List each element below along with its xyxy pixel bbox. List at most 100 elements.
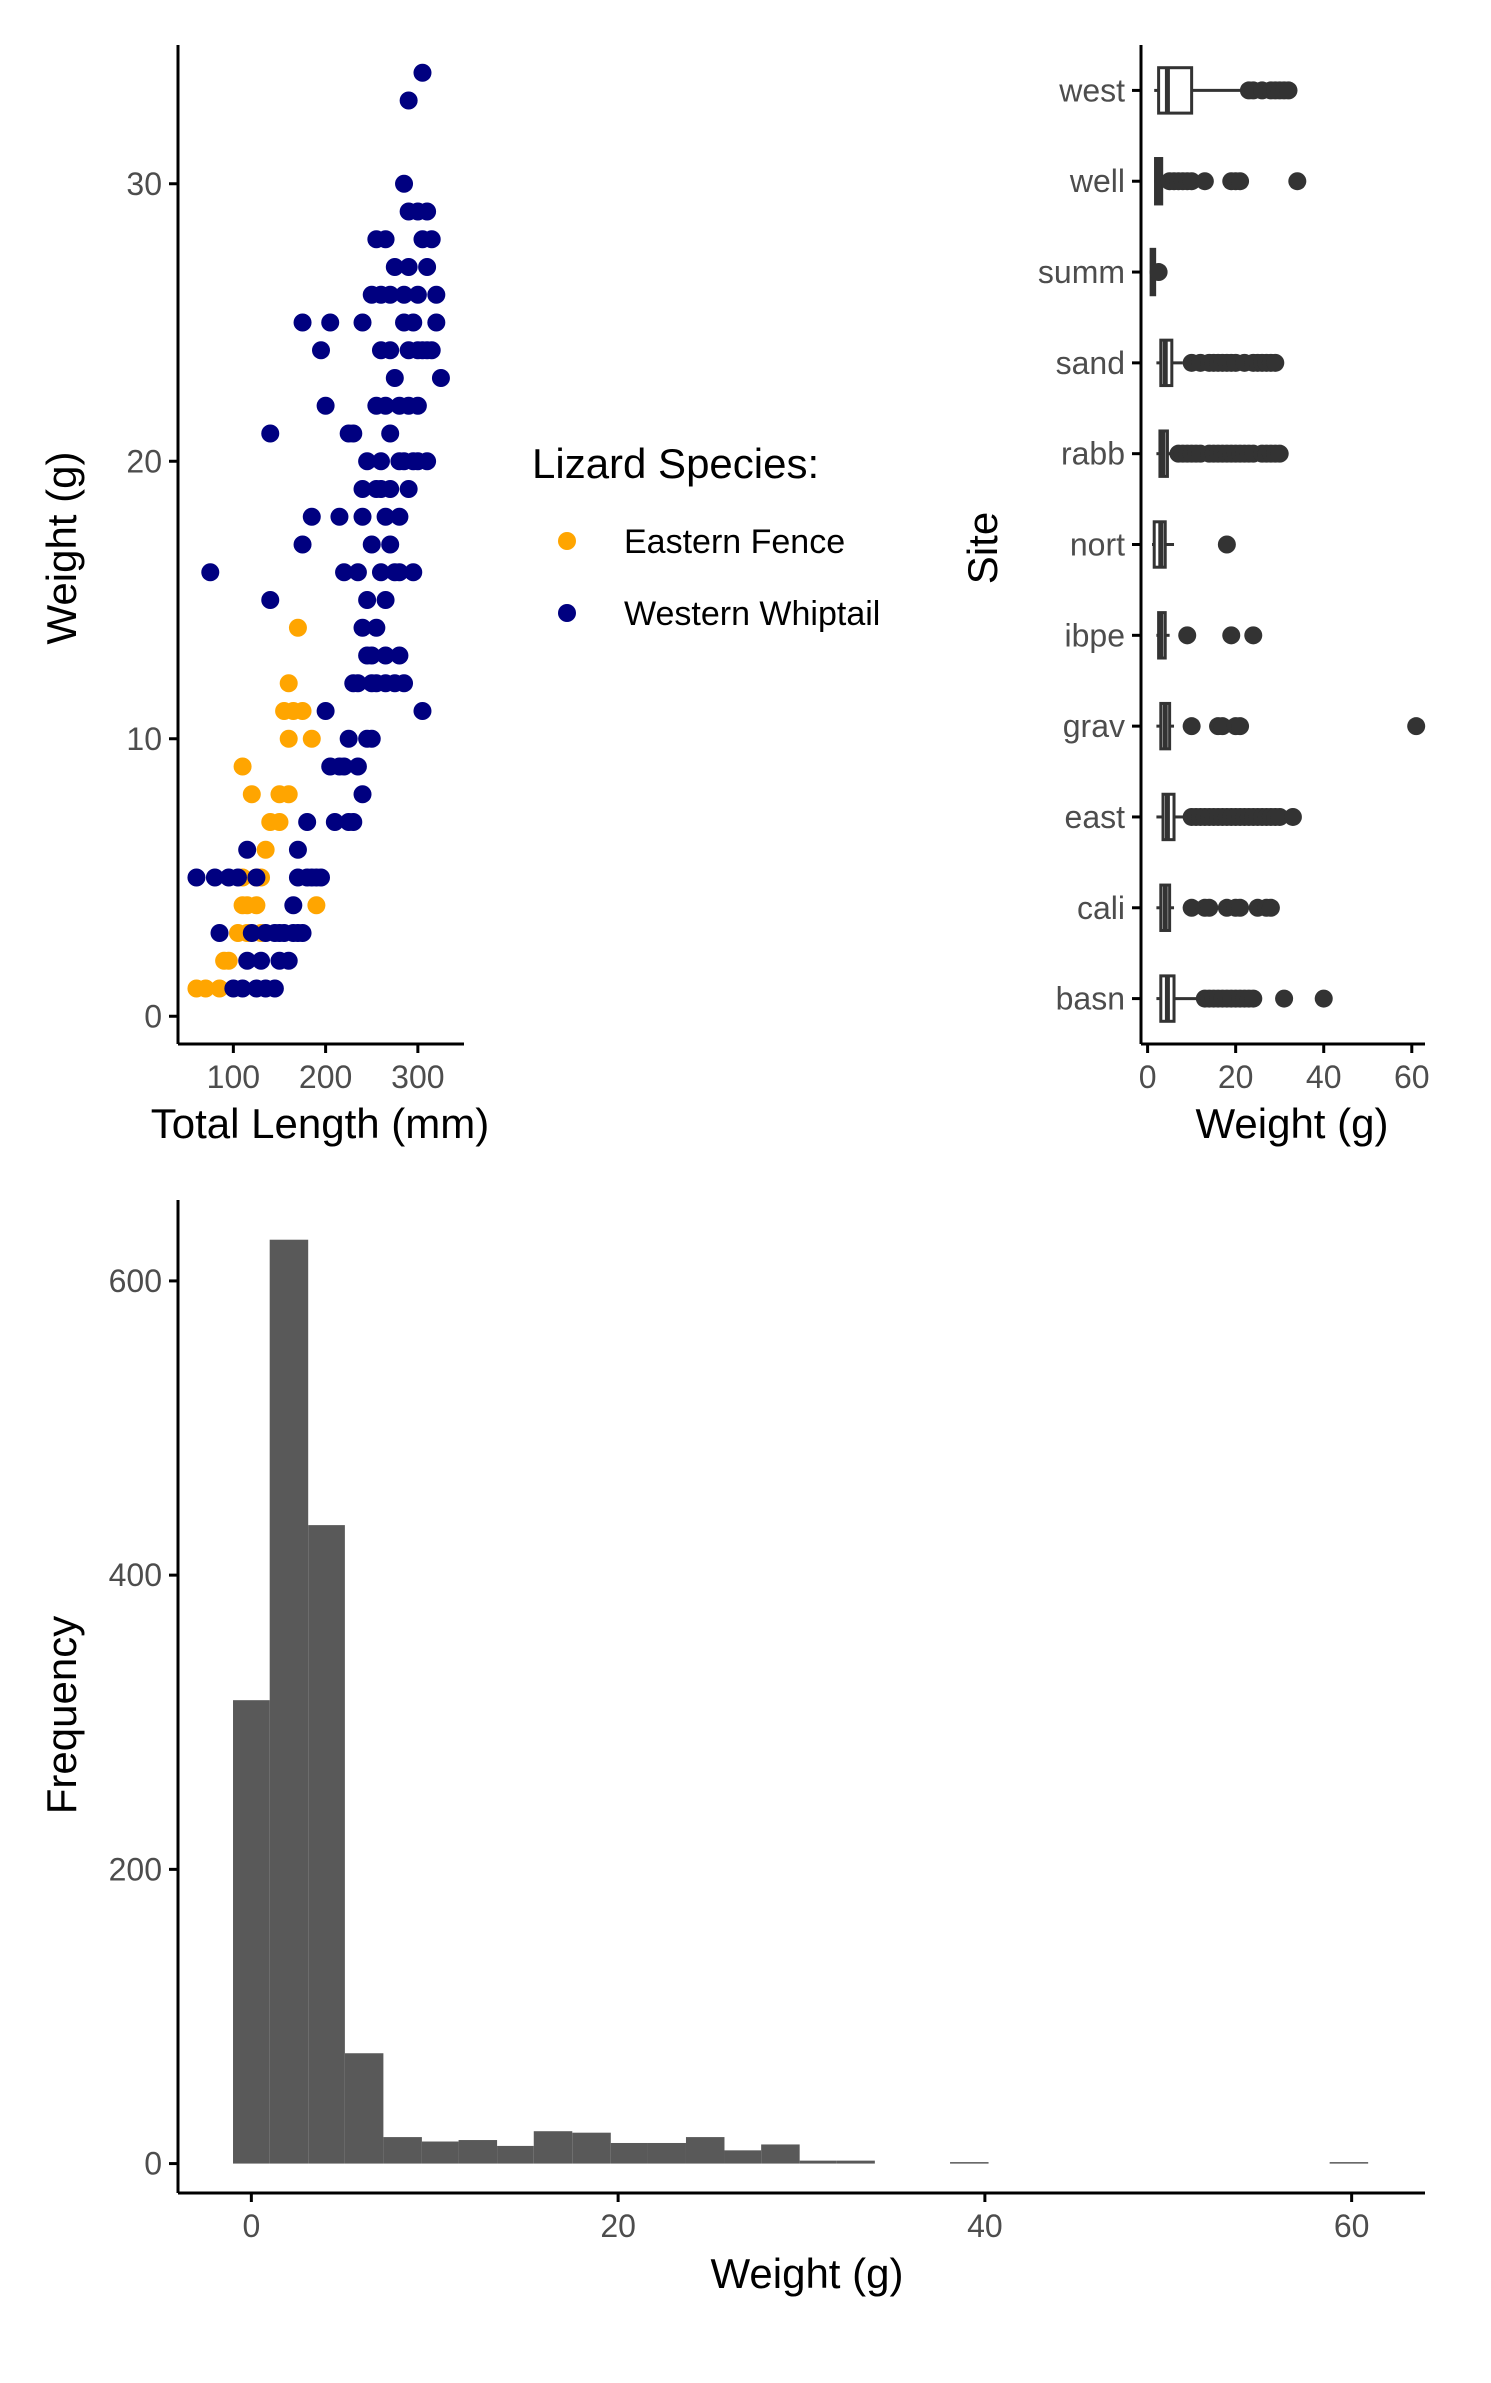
scatter-point-western-whiptail [408, 285, 427, 304]
scatter-point-western-whiptail [385, 258, 404, 276]
scatter-point-western-whiptail [335, 563, 354, 582]
scatter-point-western-whiptail [302, 507, 321, 526]
scatter-point-western-whiptail [381, 535, 400, 554]
box-outlier-east [1283, 807, 1302, 826]
histogram-bar [421, 2141, 459, 2164]
scatter-point-western-whiptail [348, 757, 367, 776]
histogram-x-axis-title: Weight (g) [711, 2250, 904, 2297]
scatter-point-western-whiptail [261, 591, 280, 609]
scatter-point-western-whiptail [408, 396, 427, 415]
scatter-y-tick-label: 10 [126, 721, 162, 757]
scatter-point-western-whiptail [362, 729, 381, 748]
box-outlier-ibpe [1178, 626, 1197, 645]
boxplot-y-tick-label: ibpe [1065, 617, 1126, 653]
boxplot-panel: west well summ sand rabb nort ibpe grav east cali… [959, 45, 1430, 1147]
scatter-point-western-whiptail [418, 202, 437, 221]
scatter-point-western-whiptail [261, 424, 280, 443]
scatter-point-western-whiptail [293, 535, 312, 554]
box-outlier-grav [1407, 717, 1426, 736]
scatter-point-western-whiptail [358, 452, 377, 471]
scatter-point-western-whiptail [376, 230, 395, 249]
histogram-bar [383, 2137, 422, 2164]
box-outlier-well [1195, 172, 1214, 191]
boxplot-y-tick-label: well [1069, 163, 1125, 199]
histogram-bar [1329, 2162, 1369, 2164]
scatter-point-western-whiptail [431, 369, 450, 387]
histogram-bar [610, 2142, 648, 2164]
scatter-point-western-whiptail [353, 785, 372, 804]
scatter-point-western-whiptail [376, 591, 395, 609]
scatter-point-eastern-fence [293, 702, 312, 720]
scatter-point-western-whiptail [238, 840, 257, 859]
scatter-x-axis-title: Total Length (mm) [151, 1100, 489, 1147]
scatter-point-western-whiptail [312, 341, 330, 360]
scatter-point-western-whiptail [228, 868, 247, 887]
scatter-point-western-whiptail [201, 563, 220, 582]
scatter-point-western-whiptail [381, 285, 400, 304]
histogram-bar [724, 2150, 762, 2164]
boxplot-y-tick-label: grav [1063, 708, 1125, 744]
legend: Lizard Species: Eastern Fence Western Wh… [532, 440, 880, 633]
box-outlier-ibpe [1244, 626, 1263, 645]
scatter-point-western-whiptail [399, 480, 418, 498]
scatter-point-western-whiptail [395, 285, 414, 304]
boxplot-y-tick-label: nort [1070, 527, 1125, 563]
box-outlier-sand [1266, 353, 1285, 372]
scatter-point-eastern-fence [233, 757, 252, 776]
scatter-point-western-whiptail [390, 507, 409, 526]
histogram-bar [950, 2162, 989, 2164]
box-outlier-grav [1182, 717, 1201, 736]
boxplot-y-tick-label: cali [1077, 890, 1125, 926]
boxplot-x-ticks: 0 20 40 60 [1139, 1044, 1430, 1095]
histogram-x-tick-label: 20 [600, 2208, 636, 2244]
histogram-y-tick-label: 400 [109, 1557, 162, 1593]
scatter-point-western-whiptail [358, 591, 377, 609]
scatter-point-western-whiptail [422, 341, 441, 360]
scatter-point-western-whiptail [247, 868, 266, 887]
scatter-point-western-whiptail [427, 313, 446, 332]
scatter-point-eastern-fence [196, 979, 215, 998]
boxplot-x-tick-label: 20 [1218, 1059, 1254, 1095]
histogram-bar [836, 2160, 875, 2164]
histogram-bar [269, 1239, 309, 2164]
histogram-y-tick-label: 600 [109, 1263, 162, 1299]
scatter-x-tick-label: 200 [299, 1059, 352, 1095]
boxplot-x-tick-label: 60 [1394, 1059, 1430, 1095]
scatter-y-tick-label: 0 [144, 998, 162, 1034]
legend-label-eastern-fence: Eastern Fence [624, 523, 845, 561]
box-outlier-nort [1217, 535, 1236, 554]
scatter-point-western-whiptail [390, 646, 409, 665]
histogram-bar [572, 2132, 611, 2164]
scatter-point-western-whiptail [399, 258, 418, 276]
scatter-point-western-whiptail [395, 674, 414, 693]
scatter-point-eastern-fence [279, 729, 298, 748]
scatter-point-western-whiptail [353, 618, 372, 637]
scatter-point-western-whiptail [362, 646, 381, 665]
boxplot-y-ticks: west well summ sand rabb nort ibpe grav east cali… [1038, 72, 1141, 1017]
box-outlier-summ [1149, 263, 1168, 282]
scatter-point-western-whiptail [312, 868, 330, 887]
boxplot-y-tick-label: rabb [1061, 436, 1125, 472]
scatter-marks [187, 63, 450, 998]
scatter-x-tick-label: 300 [391, 1059, 444, 1095]
scatter-point-western-whiptail [376, 646, 395, 665]
box-outlier-west [1279, 81, 1298, 100]
legend-title: Lizard Species: [532, 440, 819, 487]
scatter-point-eastern-fence [210, 979, 229, 998]
scatter-point-western-whiptail [321, 313, 340, 332]
histogram-y-ticks: 0 200 400 600 [109, 1263, 178, 2182]
scatter-point-western-whiptail [353, 313, 372, 332]
boxplot-y-tick-label: basn [1056, 981, 1125, 1017]
scatter-point-western-whiptail [422, 230, 441, 249]
scatter-y-tick-label: 20 [126, 443, 162, 479]
scatter-point-western-whiptail [404, 313, 423, 332]
boxplot-x-tick-label: 40 [1306, 1059, 1342, 1095]
scatter-point-western-whiptail [348, 674, 367, 693]
box-outlier-cali [1231, 898, 1250, 917]
scatter-point-western-whiptail [371, 452, 390, 471]
boxplot-x-axis-title: Weight (g) [1196, 1100, 1389, 1147]
scatter-point-western-whiptail [376, 507, 395, 526]
histogram-bar [799, 2160, 837, 2164]
scatter-point-eastern-fence [302, 729, 321, 748]
legend-key-western-whiptail [558, 604, 576, 622]
